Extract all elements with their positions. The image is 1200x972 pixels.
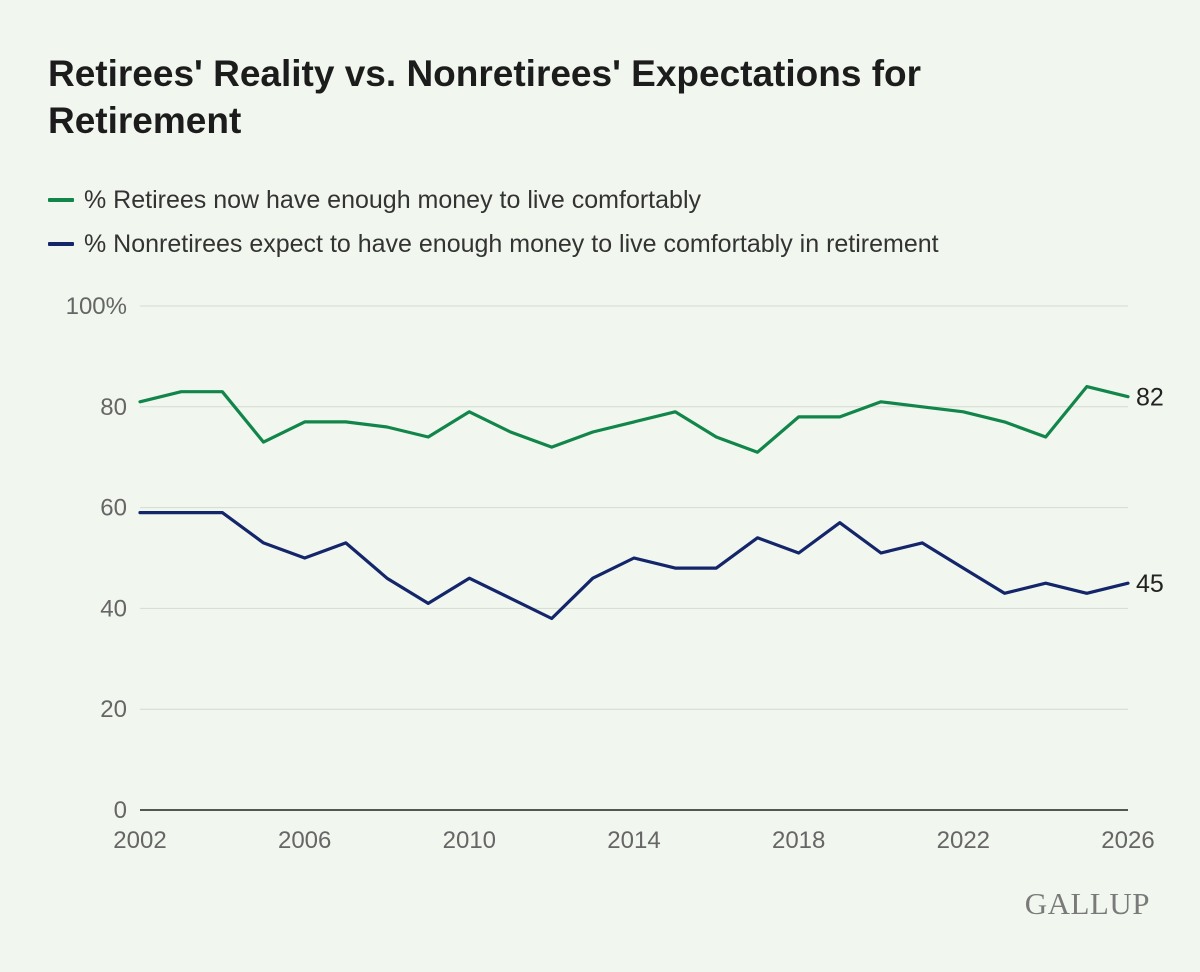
legend: % Retirees now have enough money to live… bbox=[48, 178, 939, 266]
legend-label-retirees: % Retirees now have enough money to live… bbox=[84, 185, 701, 214]
y-tick-label: 80 bbox=[100, 394, 127, 421]
x-tick-label: 2022 bbox=[937, 827, 990, 854]
y-tick-label: 20 bbox=[100, 696, 127, 723]
source-logo: GALLUP bbox=[1024, 886, 1150, 921]
x-axis-ticks: 2002 2006 2010 2014 2018 2022 2026 bbox=[113, 827, 1154, 854]
y-tick-label: 40 bbox=[100, 595, 127, 622]
series-line-nonretirees bbox=[138, 510, 1130, 621]
legend-item-retirees: % Retirees now have enough money to live… bbox=[48, 178, 939, 222]
x-tick-label: 2026 bbox=[1101, 827, 1154, 854]
legend-swatch-nonretirees bbox=[48, 242, 74, 246]
x-tick-label: 2006 bbox=[278, 827, 331, 854]
gridlines bbox=[140, 305, 1128, 811]
y-tick-label: 0 bbox=[114, 797, 127, 824]
x-tick-label: 2002 bbox=[113, 827, 166, 854]
x-tick-label: 2010 bbox=[443, 827, 496, 854]
end-label-retirees: 82 bbox=[1136, 384, 1164, 412]
y-axis-ticks: 0 20 40 60 80 100% bbox=[66, 293, 127, 824]
chart-title: Retirees' Reality vs. Nonretirees' Expec… bbox=[48, 53, 922, 141]
series-lines bbox=[138, 385, 1130, 621]
y-tick-label: 60 bbox=[100, 495, 127, 522]
legend-label-nonretirees: % Nonretirees expect to have enough mone… bbox=[84, 229, 939, 258]
end-labels: 82 45 bbox=[1136, 384, 1164, 598]
y-tick-label: 100% bbox=[66, 293, 127, 320]
x-tick-label: 2014 bbox=[607, 827, 660, 854]
legend-item-nonretirees: % Nonretirees expect to have enough mone… bbox=[48, 222, 939, 266]
end-label-nonretirees: 45 bbox=[1136, 570, 1164, 598]
series-line-retirees bbox=[138, 385, 1130, 454]
legend-swatch-retirees bbox=[48, 198, 74, 202]
x-tick-label: 2018 bbox=[772, 827, 825, 854]
